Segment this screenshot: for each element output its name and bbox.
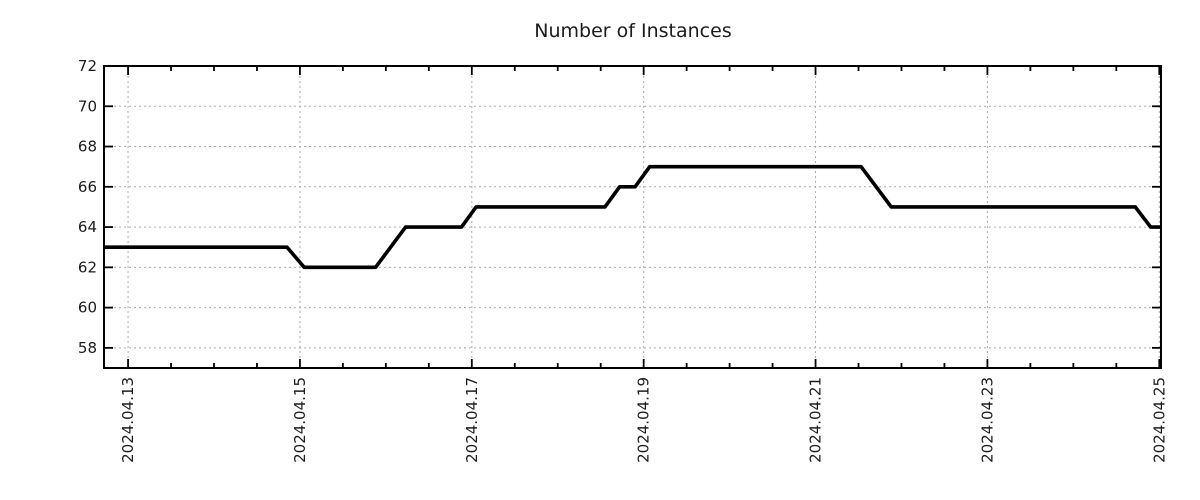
chart-title: Number of Instances: [534, 20, 731, 42]
plot-border: [103, 65, 1162, 369]
grid-layer: [104, 66, 1161, 368]
y-tick-label: 72: [78, 57, 97, 75]
y-tick-label: 66: [78, 178, 97, 196]
y-tick-label: 58: [78, 339, 97, 357]
y-tick-label: 68: [78, 138, 97, 156]
y-tick-label: 62: [78, 258, 97, 276]
x-tick-label: 2024.04.15: [291, 377, 309, 463]
x-tick-label: 2024.04.17: [463, 377, 481, 463]
x-tick-label: 2024.04.21: [807, 377, 825, 463]
x-tick-label: 2024.04.25: [1150, 377, 1168, 463]
series-layer: [104, 164, 1161, 270]
y-tick-label: 60: [78, 299, 97, 317]
x-tick-label: 2024.04.13: [119, 377, 137, 463]
axis-layer: [103, 65, 1162, 369]
tick-label-layer: 58 60 62 64 66 68 70 72 2024.04.13 2024.04.15 2024…: [78, 57, 1168, 463]
y-tick-label: 70: [78, 97, 97, 115]
x-tick-label: 2024.04.19: [635, 377, 653, 463]
series-line-instances: [104, 164, 1161, 270]
y-tick-label: 64: [78, 218, 97, 236]
x-tick-label: 2024.04.23: [978, 377, 996, 463]
